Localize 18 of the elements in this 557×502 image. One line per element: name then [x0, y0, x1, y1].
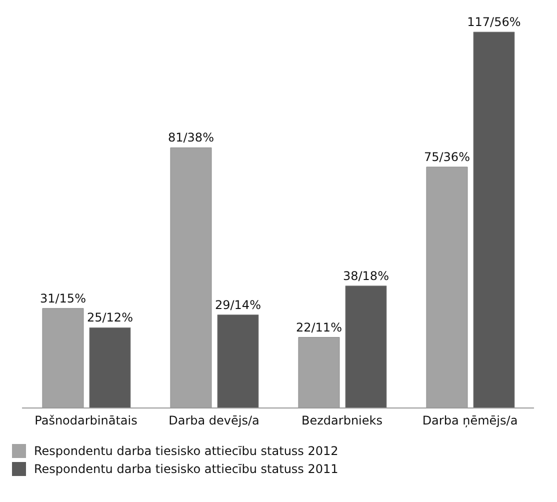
x-tick-label: Bezdarbnieks: [302, 414, 382, 428]
data-label: 29/14%: [214, 298, 261, 312]
data-label: 31/15%: [40, 291, 86, 306]
bar: [217, 314, 259, 408]
data-label: 81/38%: [168, 130, 214, 145]
legend-label: Respondentu darba tiesisko attiecību statuss 2011: [34, 462, 338, 476]
bar: [473, 32, 515, 408]
data-label: 38/18%: [342, 268, 389, 283]
bar: [345, 286, 387, 408]
x-tick-label: Darba ņēmējs/a: [422, 414, 518, 428]
data-label: 25/12%: [86, 310, 133, 325]
bar: [89, 327, 131, 408]
data-label: 117/56%: [467, 15, 521, 29]
legend-label: Respondentu darba tiesisko attiecību statuss 2012: [34, 444, 338, 458]
x-tick-label: Pašnodarbinātais: [34, 414, 138, 428]
x-tick-label: Darba devējs/a: [168, 414, 260, 428]
data-label: 22/11%: [296, 320, 342, 334]
data-label: 75/36%: [424, 150, 470, 164]
